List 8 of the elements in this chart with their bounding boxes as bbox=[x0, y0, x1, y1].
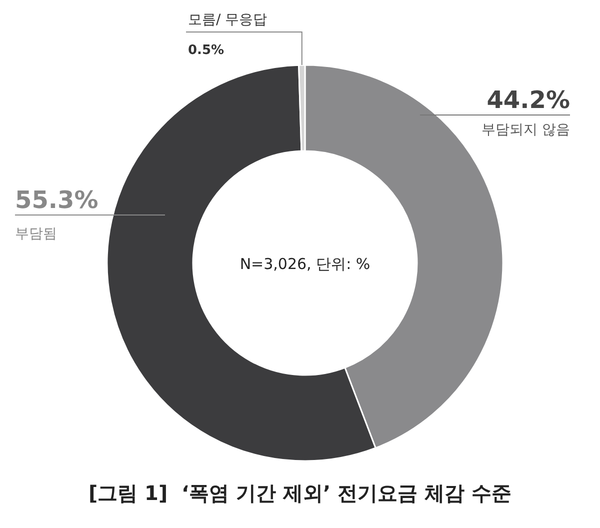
data-label: 0.5% bbox=[188, 43, 224, 58]
slice-label: 부담되지 않음 bbox=[482, 122, 570, 138]
text: [그림 1] ‘폭염 기간 제외’ 전기요금 체감 수준 bbox=[88, 481, 512, 505]
slice-label: 부담됨 bbox=[15, 226, 57, 242]
text: N=3,026, 단위: % bbox=[240, 255, 370, 273]
data-label: 55.3% bbox=[15, 186, 98, 214]
data-label: 44.2% bbox=[486, 86, 570, 114]
slice-label: 모름/ 무응답 bbox=[188, 12, 268, 28]
